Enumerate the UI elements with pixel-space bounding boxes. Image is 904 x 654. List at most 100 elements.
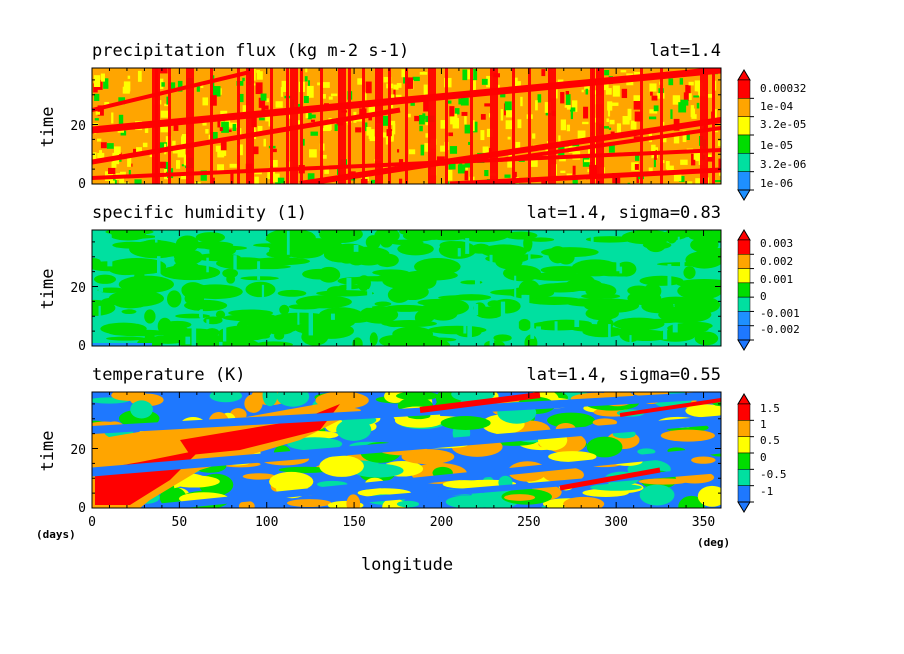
temperature-blob bbox=[346, 494, 361, 508]
humidity-patch bbox=[369, 332, 378, 346]
humidity-streak bbox=[206, 257, 209, 273]
humidity-streak bbox=[663, 328, 668, 340]
precip-speck bbox=[266, 98, 269, 103]
precip-speck bbox=[385, 136, 388, 145]
precip-speck bbox=[94, 118, 99, 121]
precip-speck bbox=[558, 135, 561, 147]
humidity-streak bbox=[465, 238, 470, 254]
humidity-patch bbox=[285, 246, 324, 259]
precip-vertical-band bbox=[270, 68, 273, 184]
precip-speck bbox=[571, 100, 578, 112]
panel1-cb-label-0: 0.00032 bbox=[760, 82, 806, 95]
precip-speck bbox=[355, 117, 363, 122]
panel2-cb-label-4: -0.001 bbox=[760, 307, 800, 320]
humidity-streak bbox=[470, 337, 476, 346]
precip-speck bbox=[123, 81, 131, 92]
precip-speck bbox=[202, 97, 209, 106]
precip-speck bbox=[100, 142, 107, 149]
panel3-cb-label-3: 0 bbox=[760, 451, 767, 464]
humidity-streak bbox=[168, 257, 171, 267]
precip-vertical-band bbox=[428, 68, 436, 184]
precip-speck bbox=[481, 78, 488, 85]
colorbar-segment bbox=[737, 268, 751, 284]
humidity-streak bbox=[619, 266, 623, 274]
y-unit-label: (days) bbox=[36, 528, 76, 541]
precip-speck bbox=[610, 131, 615, 135]
humidity-streak bbox=[367, 289, 373, 308]
precip-speck bbox=[368, 103, 376, 115]
humidity-patch bbox=[259, 318, 301, 334]
temperature-blob bbox=[550, 467, 581, 479]
temperature-blob bbox=[287, 437, 343, 451]
precip-vertical-band bbox=[286, 68, 289, 184]
precip-speck bbox=[505, 110, 514, 118]
humidity-patch bbox=[484, 340, 505, 346]
precip-speck bbox=[565, 90, 570, 95]
temperature-warm-streak bbox=[619, 398, 721, 417]
precip-speck bbox=[128, 170, 131, 176]
x-tick-label: 0 bbox=[88, 515, 96, 530]
precip-vertical-band bbox=[362, 68, 365, 184]
precip-speck bbox=[111, 112, 114, 124]
precip-speck bbox=[627, 108, 632, 121]
temperature-blob bbox=[242, 473, 276, 480]
humidity-patch bbox=[110, 230, 147, 241]
precip-speck bbox=[718, 158, 721, 171]
humidity-patch bbox=[93, 274, 117, 284]
humidity-patch bbox=[383, 304, 428, 312]
humidity-patch bbox=[679, 321, 713, 330]
colorbar-segment bbox=[737, 325, 751, 341]
humidity-streak bbox=[554, 321, 558, 341]
humidity-patch bbox=[173, 260, 200, 274]
humidity-patch bbox=[502, 265, 542, 282]
precip-streak bbox=[299, 117, 721, 184]
humidity-streak bbox=[608, 324, 611, 346]
precip-speck bbox=[452, 117, 460, 129]
precip-speck bbox=[500, 93, 506, 98]
precip-speck bbox=[529, 157, 538, 167]
humidity-patch bbox=[204, 328, 220, 337]
temperature-blob bbox=[563, 496, 605, 508]
precip-speck bbox=[507, 136, 511, 140]
precip-speck bbox=[425, 133, 429, 138]
precip-speck bbox=[577, 130, 586, 142]
precip-speck bbox=[445, 169, 453, 181]
precip-speck bbox=[605, 88, 612, 95]
colorbar-bottom-arrow bbox=[737, 339, 751, 351]
precip-speck bbox=[634, 164, 639, 170]
precip-speck bbox=[368, 115, 372, 121]
precip-speck bbox=[160, 68, 168, 74]
humidity-patch bbox=[205, 337, 260, 346]
precip-speck bbox=[653, 105, 659, 112]
humidity-streak bbox=[515, 322, 519, 333]
temperature-blob bbox=[440, 416, 491, 430]
humidity-patch bbox=[252, 243, 293, 248]
precip-speck bbox=[585, 88, 589, 95]
panel1-ytick-20: 20 bbox=[70, 119, 86, 134]
precip-speck bbox=[258, 97, 266, 108]
precip-speck bbox=[180, 174, 188, 180]
panel1-colorbar bbox=[737, 69, 754, 201]
humidity-patch bbox=[121, 309, 137, 315]
precip-speck bbox=[622, 115, 630, 125]
precip-speck bbox=[118, 159, 122, 162]
temperature-blob bbox=[396, 500, 420, 508]
humidity-streak bbox=[200, 309, 203, 322]
precip-streak bbox=[92, 148, 721, 180]
precip-speck bbox=[593, 155, 599, 167]
precip-speck bbox=[566, 106, 571, 110]
humidity-patch bbox=[92, 299, 116, 317]
precip-speck bbox=[484, 103, 491, 107]
humidity-patch bbox=[585, 306, 619, 321]
precip-speck bbox=[382, 132, 388, 138]
humidity-streak bbox=[510, 319, 513, 334]
humidity-patch bbox=[660, 330, 705, 338]
humidity-streak bbox=[677, 236, 680, 255]
precip-speck bbox=[672, 95, 681, 105]
precip-speck bbox=[229, 163, 237, 168]
humidity-streak bbox=[489, 340, 495, 346]
panel1-cb-label-3: 1e-05 bbox=[760, 139, 793, 152]
humidity-patch bbox=[134, 270, 145, 286]
panel1-ylabel: time bbox=[38, 107, 58, 148]
temperature-blob bbox=[548, 451, 597, 463]
